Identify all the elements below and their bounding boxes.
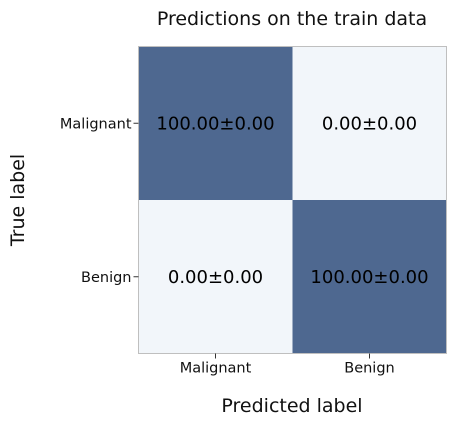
- x-tick-label: Benign: [344, 361, 394, 377]
- heatmap-cell: [138, 46, 293, 200]
- heatmap-cell: [138, 200, 293, 354]
- x-tick-label: Malignant: [180, 361, 252, 377]
- cell-value-label: 100.00±0.00: [310, 267, 428, 288]
- plot-frame: [138, 46, 447, 354]
- chart-title: Predictions on the train data: [157, 8, 427, 30]
- y-tick-label: Benign: [81, 270, 131, 286]
- cell-value-label: 100.00±0.00: [156, 113, 274, 134]
- x-axis-ticks: Malignant Benign: [180, 353, 395, 377]
- heatmap-cell: [292, 46, 447, 200]
- y-tick-label: Malignant: [60, 116, 132, 132]
- y-axis-label: True label: [7, 154, 29, 247]
- heatmap-cells: [138, 46, 447, 354]
- x-axis-label: Predicted label: [221, 395, 362, 417]
- y-axis-ticks: Malignant Benign: [60, 116, 139, 286]
- cell-value-label: 0.00±0.00: [322, 113, 417, 134]
- cell-value-label: 0.00±0.00: [168, 267, 263, 288]
- heatmap-cell: [292, 200, 447, 354]
- cell-value-labels: 100.00±0.00 0.00±0.00 0.00±0.00 100.00±0.00: [156, 113, 428, 288]
